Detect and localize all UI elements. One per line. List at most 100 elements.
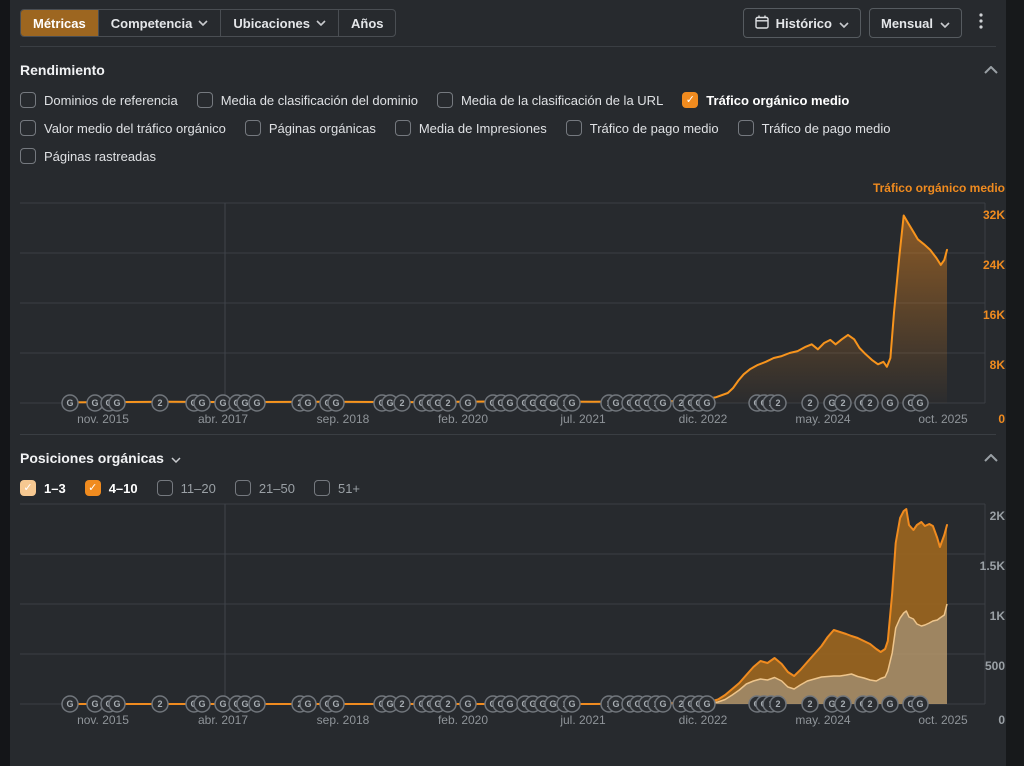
google-update-marker[interactable]: G	[193, 394, 211, 412]
google-update-marker[interactable]: 2	[801, 695, 819, 713]
google-update-marker[interactable]: 2	[861, 394, 879, 412]
google-update-marker[interactable]: G	[214, 695, 232, 713]
google-update-marker[interactable]: G	[193, 695, 211, 713]
google-update-marker[interactable]: G	[327, 394, 345, 412]
google-update-marker[interactable]: G	[61, 394, 79, 412]
google-update-marker[interactable]: G	[698, 695, 716, 713]
position-filter-1-3[interactable]: ✓ 1–3	[20, 480, 66, 496]
google-update-marker[interactable]: G	[459, 695, 477, 713]
collapse-positions-icon[interactable]	[984, 454, 998, 462]
metric-checkbox-trafico-de-pago-medio[interactable]: Tráfico de pago medio	[737, 120, 890, 136]
google-update-marker[interactable]: G	[501, 394, 519, 412]
position-filter-4-10[interactable]: ✓ 4–10	[84, 480, 138, 496]
tab-ubicaciones[interactable]: Ubicaciones	[220, 10, 338, 36]
google-update-marker[interactable]: G	[654, 695, 672, 713]
google-update-marker[interactable]: G	[61, 695, 79, 713]
checkbox-label: Media de clasificación del dominio	[220, 92, 418, 108]
positions-title-label: Posiciones orgánicas	[20, 450, 164, 466]
google-update-marker[interactable]: G	[248, 695, 266, 713]
metric-checkbox-media-de-clasificacion-del-dominio[interactable]: Media de clasificación del dominio	[196, 92, 418, 108]
traffic-area	[63, 215, 947, 403]
google-update-marker[interactable]: G	[911, 394, 929, 412]
view-tabs: Métricas Competencia Ubicaciones Años	[20, 9, 397, 37]
google-update-marker[interactable]: 2	[769, 695, 787, 713]
metric-checkbox-valor-medio-del-trafico-organico[interactable]: Valor medio del tráfico orgánico	[20, 120, 226, 136]
tab-label: Ubicaciones	[233, 15, 310, 31]
google-update-marker[interactable]: G	[501, 695, 519, 713]
svg-text:G: G	[612, 699, 619, 709]
metric-checkbox-trafico-organico-medio[interactable]: ✓ Tráfico orgánico medio	[682, 92, 849, 108]
svg-text:G: G	[886, 699, 893, 709]
svg-text:G: G	[113, 699, 120, 709]
tab-metricas[interactable]: Métricas	[21, 10, 98, 36]
google-update-marker[interactable]: 2	[393, 695, 411, 713]
google-update-marker[interactable]: 2	[151, 394, 169, 412]
svg-text:G: G	[907, 699, 914, 709]
position-filter-51[interactable]: 51+	[313, 480, 360, 496]
google-update-marker[interactable]: G	[459, 394, 477, 412]
svg-text:G: G	[219, 398, 226, 408]
x-tick-label: abr. 2017	[198, 412, 248, 426]
google-update-marker[interactable]: 2	[834, 695, 852, 713]
positions-title[interactable]: Posiciones orgánicas	[20, 450, 181, 466]
google-update-marker[interactable]: G	[299, 695, 317, 713]
google-update-marker[interactable]: G	[214, 394, 232, 412]
google-update-marker[interactable]: 2	[861, 695, 879, 713]
svg-text:G: G	[253, 398, 260, 408]
metric-checkbox-paginas-organicas[interactable]: Páginas orgánicas	[244, 120, 376, 136]
google-update-marker[interactable]: G	[248, 394, 266, 412]
google-update-marker[interactable]: G	[108, 695, 126, 713]
checkbox: ✓	[20, 480, 36, 496]
google-update-marker[interactable]: G	[108, 394, 126, 412]
google-update-marker[interactable]: 2	[439, 394, 457, 412]
tab-competencia[interactable]: Competencia	[97, 10, 221, 36]
position-filter-21-50[interactable]: 21–50	[234, 480, 295, 496]
positions-line-total	[62, 508, 948, 705]
google-update-marker[interactable]: 2	[834, 394, 852, 412]
svg-text:G: G	[916, 699, 923, 709]
x-tick-label: jul. 2021	[559, 412, 606, 426]
google-update-marker[interactable]: G	[881, 394, 899, 412]
google-update-marker[interactable]: G	[563, 695, 581, 713]
kebab-menu-button[interactable]	[970, 9, 992, 37]
checkbox	[737, 120, 754, 136]
checkbox-label: Páginas orgánicas	[268, 120, 376, 136]
svg-text:G: G	[659, 699, 666, 709]
svg-text:G: G	[703, 398, 710, 408]
google-update-marker[interactable]: 2	[769, 394, 787, 412]
google-update-marker[interactable]: 2	[439, 695, 457, 713]
google-update-marker[interactable]: G	[299, 394, 317, 412]
svg-text:2: 2	[840, 398, 845, 408]
organic-positions-chart[interactable]: 2K 1.5K 1K 500 0 nov. 2015 abr. 2017 sep. 2018 f…	[20, 498, 1006, 735]
positions-line-1-3	[63, 603, 948, 705]
organic-traffic-chart[interactable]: 32K 24K 16K 8K 0 nov. 2015 abr. 2017 sep. 2018 f…	[20, 197, 1006, 434]
collapse-performance-icon[interactable]	[984, 66, 998, 74]
google-update-marker[interactable]: G	[654, 394, 672, 412]
checkbox-label: Dominios de referencia	[44, 92, 178, 108]
tab-anos[interactable]: Años	[337, 10, 395, 36]
mensual-button[interactable]: Mensual	[868, 8, 962, 38]
metric-checkbox-paginas-rastreadas[interactable]: Páginas rastreadas	[20, 148, 156, 164]
google-update-marker[interactable]: G	[698, 394, 716, 412]
google-update-marker[interactable]: G	[881, 695, 899, 713]
google-update-marker[interactable]: G	[327, 695, 345, 713]
google-update-marker[interactable]: 2	[801, 394, 819, 412]
metric-checkbox-dominios-de-referencia[interactable]: Dominios de referencia	[20, 92, 178, 108]
position-filter-11-20[interactable]: 11–20	[156, 480, 216, 496]
metric-checkbox-media-de-la-clasificacion-de-la-url[interactable]: Media de la clasificación de la URL	[436, 92, 663, 108]
svg-text:G: G	[886, 398, 893, 408]
metric-checkbox-trafico-de-pago-medio[interactable]: Tráfico de pago medio	[565, 120, 719, 136]
positions-area-4-10	[63, 509, 947, 704]
google-update-marker[interactable]: 2	[151, 695, 169, 713]
historico-button[interactable]: Histórico	[742, 8, 861, 38]
svg-text:2: 2	[840, 699, 845, 709]
svg-text:G: G	[434, 699, 441, 709]
svg-text:G: G	[529, 699, 536, 709]
y-tick-label: 32K	[983, 208, 1005, 222]
google-update-marker[interactable]: G	[563, 394, 581, 412]
google-update-marker[interactable]: G	[911, 695, 929, 713]
historico-label: Histórico	[775, 15, 832, 31]
checkbox	[20, 92, 36, 108]
metric-checkbox-media-de-impresiones[interactable]: Media de Impresiones	[394, 120, 547, 136]
google-update-marker[interactable]: 2	[393, 394, 411, 412]
